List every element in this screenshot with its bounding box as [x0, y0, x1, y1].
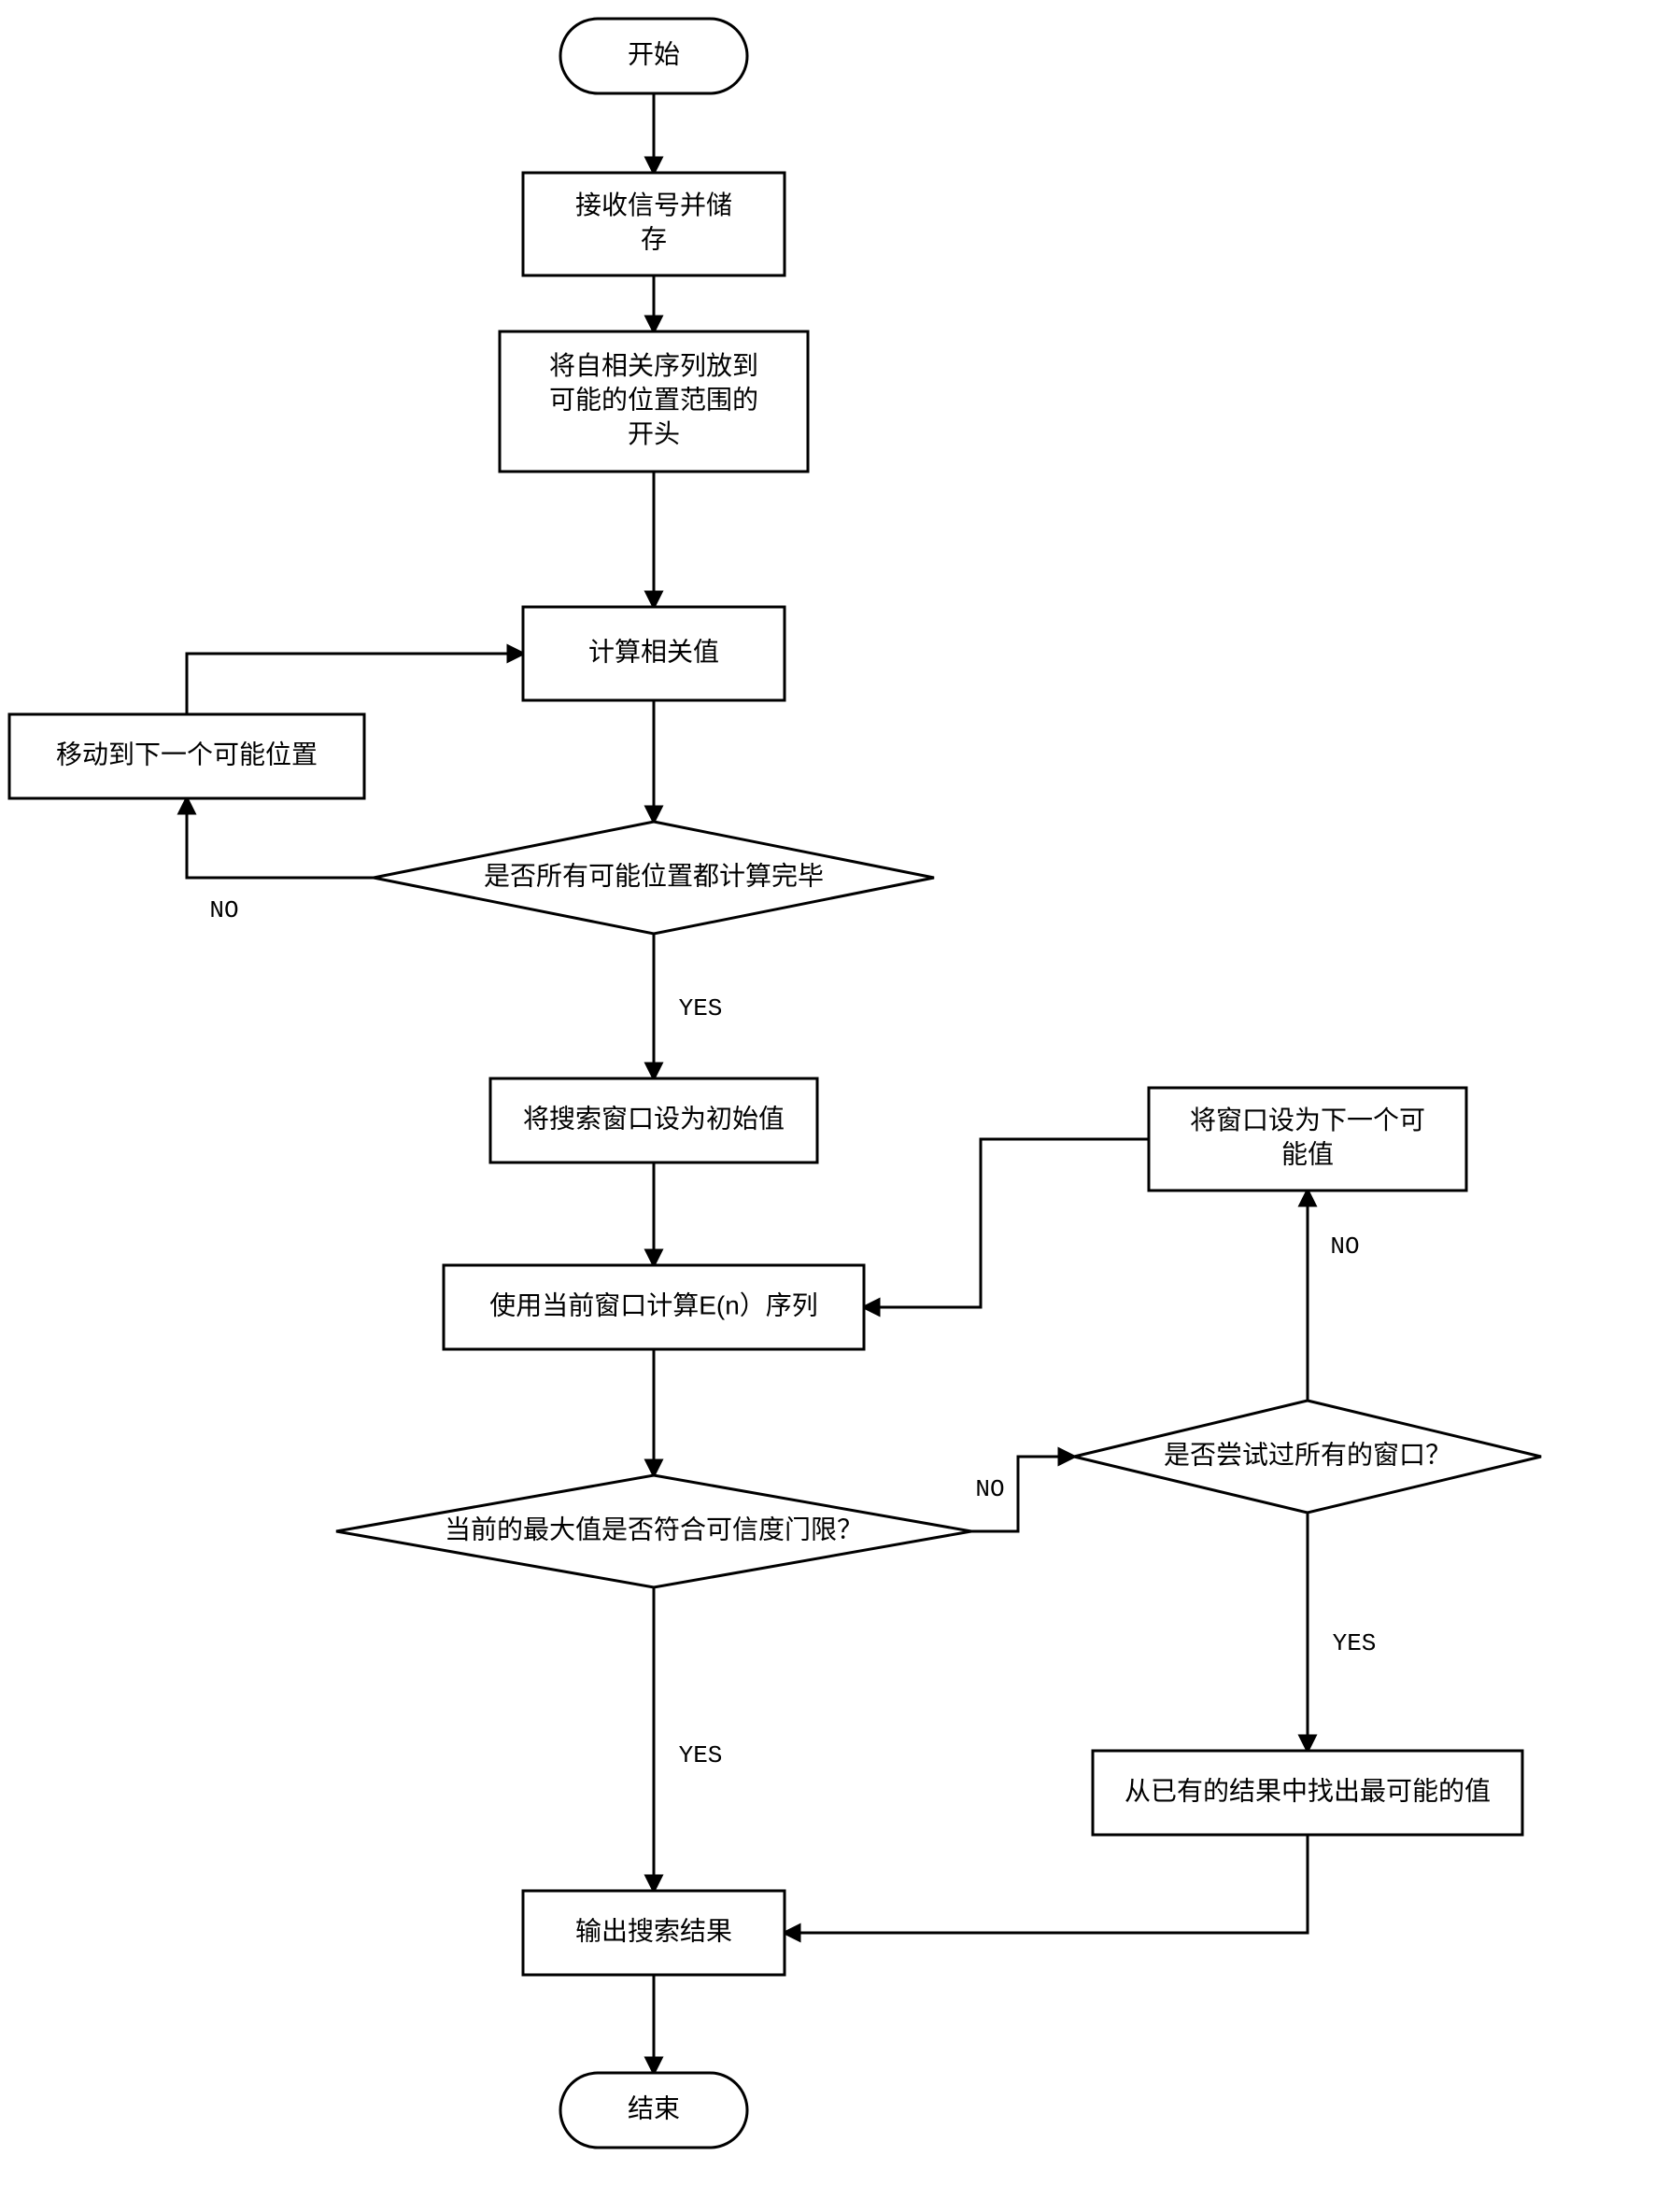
node-allwin: 是否尝试过所有的窗口？ — [1074, 1401, 1541, 1513]
edge-label-allwin-findbest: YES — [1333, 1629, 1377, 1657]
node-placeseq-text-0: 将自相关序列放到 — [549, 351, 758, 380]
node-initwin-text-0: 将搜索窗口设为初始值 — [523, 1104, 785, 1133]
node-calcEn: 使用当前窗口计算E(n）序列 — [444, 1265, 864, 1349]
node-calc-text-0: 计算相关值 — [588, 637, 719, 666]
node-movenext: 移动到下一个可能位置 — [9, 714, 364, 798]
node-recv-text-0: 接收信号并储 — [575, 190, 732, 219]
node-placeseq-text-1: 可能的位置范围的 — [549, 385, 758, 414]
node-start-text-0: 开始 — [628, 39, 680, 68]
node-nextwin-text-0: 将窗口设为下一个可 — [1190, 1106, 1425, 1134]
edge-label-alldone-movenext: NO — [209, 896, 238, 924]
node-output-text-0: 输出搜索结果 — [575, 1916, 732, 1945]
edge-movenext-to-calc — [187, 654, 523, 714]
node-calc: 计算相关值 — [523, 607, 785, 700]
edge-nextwin-to-calcEn — [864, 1139, 1149, 1307]
node-findbest: 从已有的结果中找出最可能的值 — [1093, 1751, 1522, 1835]
edge-findbest-to-output — [785, 1835, 1308, 1933]
node-end: 结束 — [560, 2073, 747, 2148]
edge-label-allwin-nextwin: NO — [1330, 1233, 1359, 1261]
node-nextwin-text-1: 能值 — [1281, 1140, 1334, 1169]
edge-alldone-to-movenext — [187, 798, 374, 878]
node-alldone: 是否所有可能位置都计算完毕 — [374, 822, 934, 934]
node-placeseq: 将自相关序列放到可能的位置范围的开头 — [500, 331, 808, 472]
node-allwin-text-0: 是否尝试过所有的窗口？ — [1164, 1440, 1451, 1469]
node-findbest-text-0: 从已有的结果中找出最可能的值 — [1125, 1776, 1491, 1805]
node-placeseq-text-2: 开头 — [628, 419, 680, 448]
node-calcEn-text-0: 使用当前窗口计算E(n）序列 — [489, 1290, 818, 1319]
edge-label-alldone-initwin: YES — [679, 994, 723, 1022]
node-initwin: 将搜索窗口设为初始值 — [490, 1078, 817, 1162]
edge-label-maxok-output: YES — [679, 1741, 723, 1769]
node-start: 开始 — [560, 19, 747, 93]
node-recv: 接收信号并储存 — [523, 173, 785, 275]
node-end-text-0: 结束 — [628, 2093, 680, 2122]
edge-label-maxok-allwin: NO — [975, 1475, 1004, 1503]
node-recv-text-1: 存 — [641, 225, 667, 254]
flowchart-canvas: NO YES NO NO YES YES 开始接收信号并储存将自相关序列放到可能的位置范围的… — [0, 0, 1655, 2212]
node-nextwin: 将窗口设为下一个可能值 — [1149, 1088, 1466, 1191]
node-maxok-text-0: 当前的最大值是否符合可信度门限？ — [445, 1515, 863, 1543]
node-alldone-text-0: 是否所有可能位置都计算完毕 — [484, 861, 824, 890]
node-movenext-text-0: 移动到下一个可能位置 — [56, 740, 318, 768]
node-maxok: 当前的最大值是否符合可信度门限？ — [336, 1475, 971, 1587]
node-output: 输出搜索结果 — [523, 1891, 785, 1975]
